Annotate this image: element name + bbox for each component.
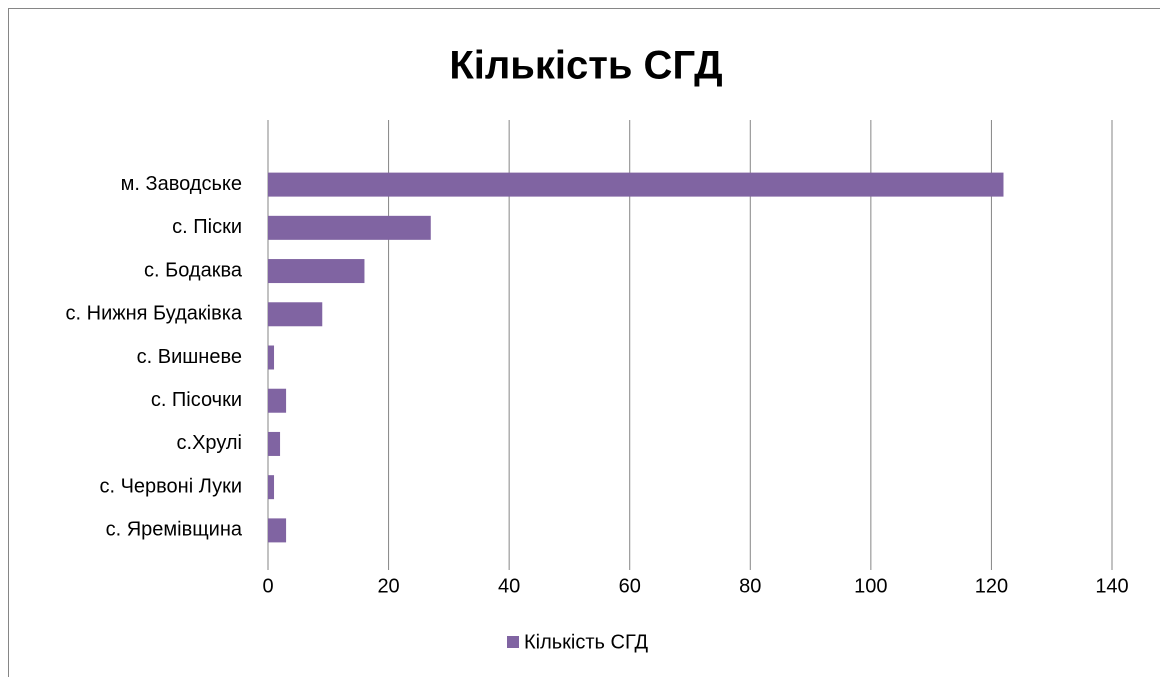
y-tick-label: с. Червоні Луки	[99, 475, 242, 497]
bar	[268, 215, 431, 240]
x-tick-label: 0	[262, 575, 273, 597]
bar	[268, 345, 275, 370]
x-tick-label: 140	[1095, 575, 1128, 597]
chart-frame	[8, 8, 1160, 677]
x-tick-label: 20	[377, 575, 399, 597]
x-tick-label: 40	[498, 575, 520, 597]
y-tick-label: с. Піски	[172, 216, 242, 238]
legend-label: Кількість СГД	[524, 631, 648, 653]
legend-swatch	[507, 636, 519, 648]
y-tick-label: с. Вишневе	[137, 346, 242, 368]
bar	[268, 172, 1004, 197]
x-tick-label: 80	[739, 575, 761, 597]
y-tick-label: м. Заводське	[121, 173, 242, 195]
y-tick-label: с.Хрулі	[177, 432, 242, 454]
y-tick-label: с. Яремівщина	[106, 519, 243, 541]
x-tick-label: 120	[975, 575, 1008, 597]
y-tick-label: с. Нижня Будаківка	[66, 303, 243, 325]
bar	[268, 431, 281, 456]
bar	[268, 475, 275, 500]
bar	[268, 259, 365, 284]
y-tick-label: с. Пісочки	[151, 389, 242, 411]
bar	[268, 302, 323, 327]
bar	[268, 518, 287, 543]
x-tick-label: 60	[619, 575, 641, 597]
y-tick-label: с. Бодаква	[144, 259, 243, 281]
bar	[268, 388, 287, 413]
x-tick-label: 100	[854, 575, 887, 597]
chart-title: Кількість СГД	[449, 44, 722, 88]
